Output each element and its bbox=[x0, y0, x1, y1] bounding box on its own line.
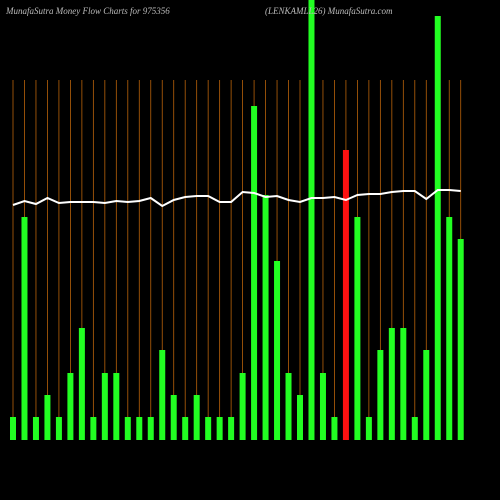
bar bbox=[159, 350, 166, 440]
bar bbox=[10, 417, 16, 440]
bar bbox=[216, 417, 223, 440]
bar bbox=[285, 373, 292, 440]
bar bbox=[90, 417, 97, 440]
bar bbox=[193, 395, 200, 440]
bar bbox=[113, 373, 120, 440]
bar bbox=[251, 106, 258, 440]
money-flow-line bbox=[12, 189, 461, 208]
bar bbox=[67, 373, 74, 440]
bar bbox=[297, 395, 303, 440]
bar bbox=[101, 373, 108, 440]
bar bbox=[365, 417, 372, 440]
bar bbox=[205, 417, 212, 440]
bar bbox=[170, 395, 177, 440]
bar bbox=[262, 195, 269, 440]
bar bbox=[342, 150, 349, 440]
bar bbox=[274, 261, 281, 440]
bar bbox=[55, 417, 62, 440]
bar bbox=[228, 417, 235, 440]
bar bbox=[124, 417, 131, 440]
bar bbox=[377, 350, 384, 440]
bar bbox=[423, 350, 430, 440]
chart-subtitle: (LENKAMLL26) MunafaSutra.com bbox=[265, 6, 393, 16]
bar bbox=[182, 417, 189, 440]
bar bbox=[388, 328, 395, 440]
bar bbox=[44, 395, 51, 440]
bar bbox=[331, 417, 338, 440]
bars bbox=[10, 0, 464, 440]
bar bbox=[308, 0, 315, 440]
bar bbox=[78, 328, 85, 440]
bar bbox=[434, 16, 441, 440]
bar bbox=[446, 217, 453, 440]
bar bbox=[400, 328, 407, 440]
bar bbox=[147, 417, 154, 440]
bar bbox=[239, 373, 246, 440]
bar bbox=[354, 217, 361, 440]
bar bbox=[411, 417, 418, 440]
bar bbox=[32, 417, 39, 440]
chart-title: MunafaSutra Money Flow Charts for 975356 bbox=[5, 6, 170, 16]
bar bbox=[136, 417, 143, 440]
bar bbox=[319, 373, 326, 440]
bar bbox=[457, 239, 464, 440]
bar bbox=[21, 217, 28, 440]
